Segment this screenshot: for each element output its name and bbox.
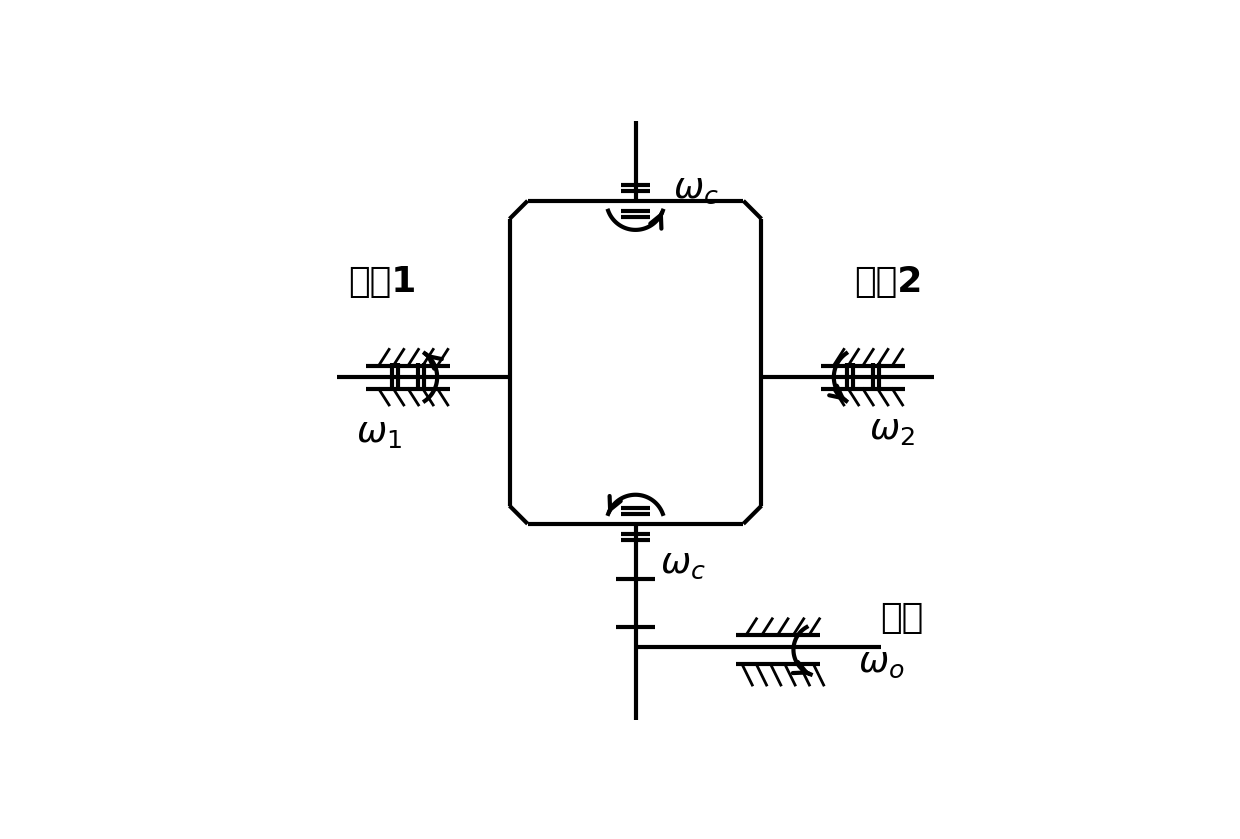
Text: $\omega_c$: $\omega_c$ [660, 547, 706, 581]
Text: 输出: 输出 [879, 601, 923, 634]
Text: $\omega_1$: $\omega_1$ [356, 416, 402, 451]
Text: $\omega_o$: $\omega_o$ [858, 646, 905, 680]
Text: 输入2: 输入2 [854, 264, 923, 299]
Text: $\omega_2$: $\omega_2$ [869, 413, 915, 447]
Text: 输入1: 输入1 [348, 264, 417, 299]
Text: $\omega_c$: $\omega_c$ [673, 172, 719, 206]
